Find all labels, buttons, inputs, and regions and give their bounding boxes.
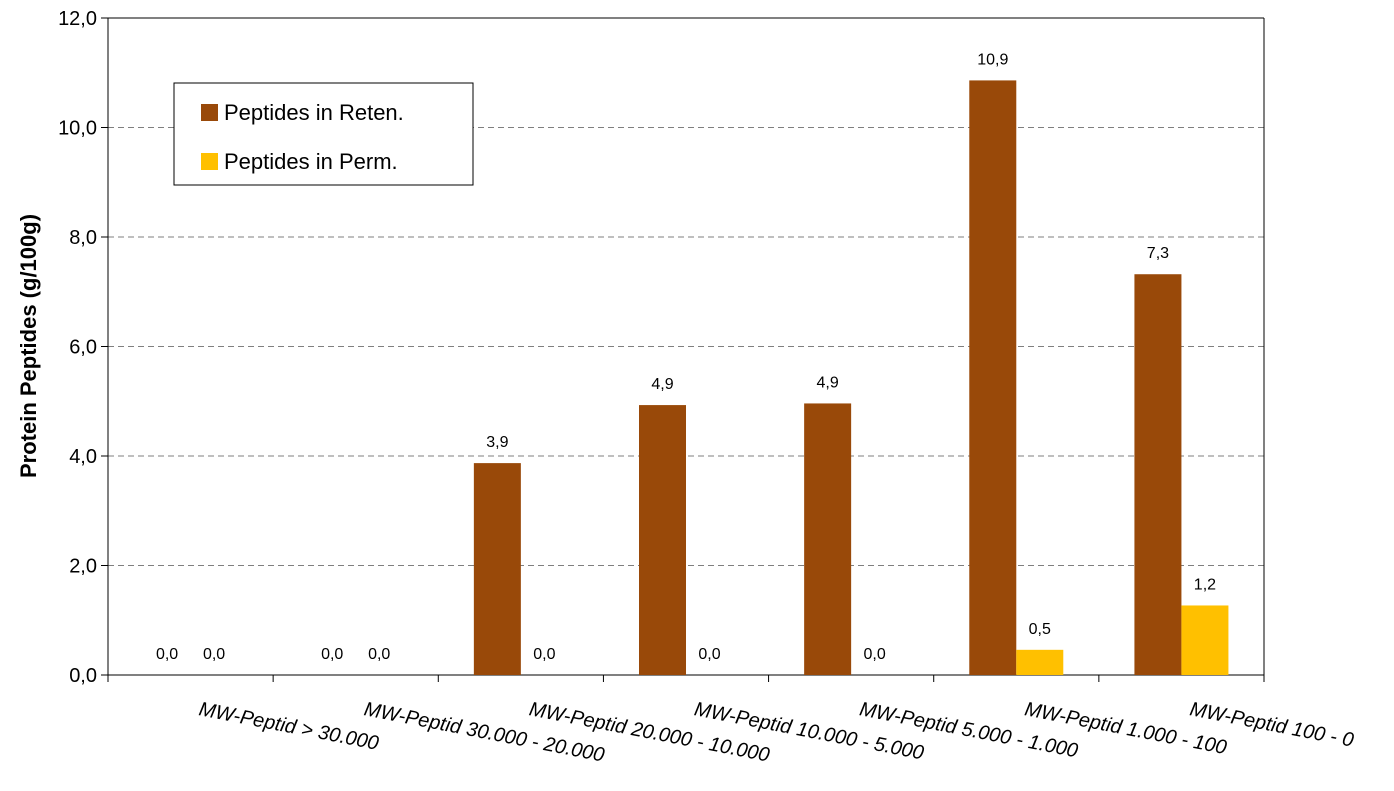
y-tick-label: 12,0 [58, 8, 97, 30]
legend-swatch-permeate [201, 153, 218, 170]
data-label: 7,3 [1147, 245, 1169, 262]
y-axis-title: Protein Peptides (g/100g) [16, 214, 41, 478]
bar-retentate [804, 403, 852, 675]
bar-retentate [639, 405, 686, 675]
bar-retentate [969, 80, 1017, 676]
data-label: 1,2 [1194, 576, 1216, 593]
data-labels: 0,0 0,0 3,9 4,9 4,9 10,9 7,3 0,0 0,0 0,0 0,0 0,0 0,5… [156, 51, 1216, 663]
data-label: 4,9 [817, 374, 839, 391]
bar-permeate [1181, 605, 1229, 675]
legend-swatch-retentate [201, 104, 218, 121]
data-label: 0,0 [368, 646, 390, 663]
data-label: 0,5 [1029, 621, 1051, 638]
data-label: 0,0 [533, 646, 555, 663]
legend-label-retentate: Peptides in Reten. [224, 100, 404, 125]
legend-label-permeate: Peptides in Perm. [224, 149, 398, 174]
category-label: MW-Peptid > 30.000 [197, 698, 380, 754]
bar-retentate [473, 463, 521, 675]
y-tick-label: 6,0 [69, 337, 97, 359]
y-tick-label: 4,0 [69, 446, 97, 468]
data-label: 0,0 [156, 646, 178, 663]
bars [473, 80, 1229, 676]
data-label: 0,0 [698, 646, 720, 663]
bar-permeate [1016, 649, 1064, 675]
data-label: 10,9 [977, 51, 1008, 68]
y-tick-label: 8,0 [69, 227, 97, 249]
y-tick-label: 0,0 [69, 665, 97, 687]
gridlines [108, 127, 1264, 566]
data-label: 0,0 [321, 646, 343, 663]
data-label: 0,0 [864, 646, 886, 663]
data-label: 3,9 [486, 434, 508, 451]
y-tick-label: 2,0 [69, 556, 97, 578]
bar-retentate [1134, 274, 1182, 675]
axes: 0,0 2,0 4,0 6,0 8,0 10,0 12,0 [58, 8, 1265, 687]
data-label: 4,9 [651, 376, 673, 393]
data-label: 0,0 [203, 646, 225, 663]
y-tick-label: 10,0 [58, 118, 97, 140]
legend-box [173, 82, 474, 186]
legend: Peptides in Reten. Peptides in Perm. [173, 82, 474, 186]
